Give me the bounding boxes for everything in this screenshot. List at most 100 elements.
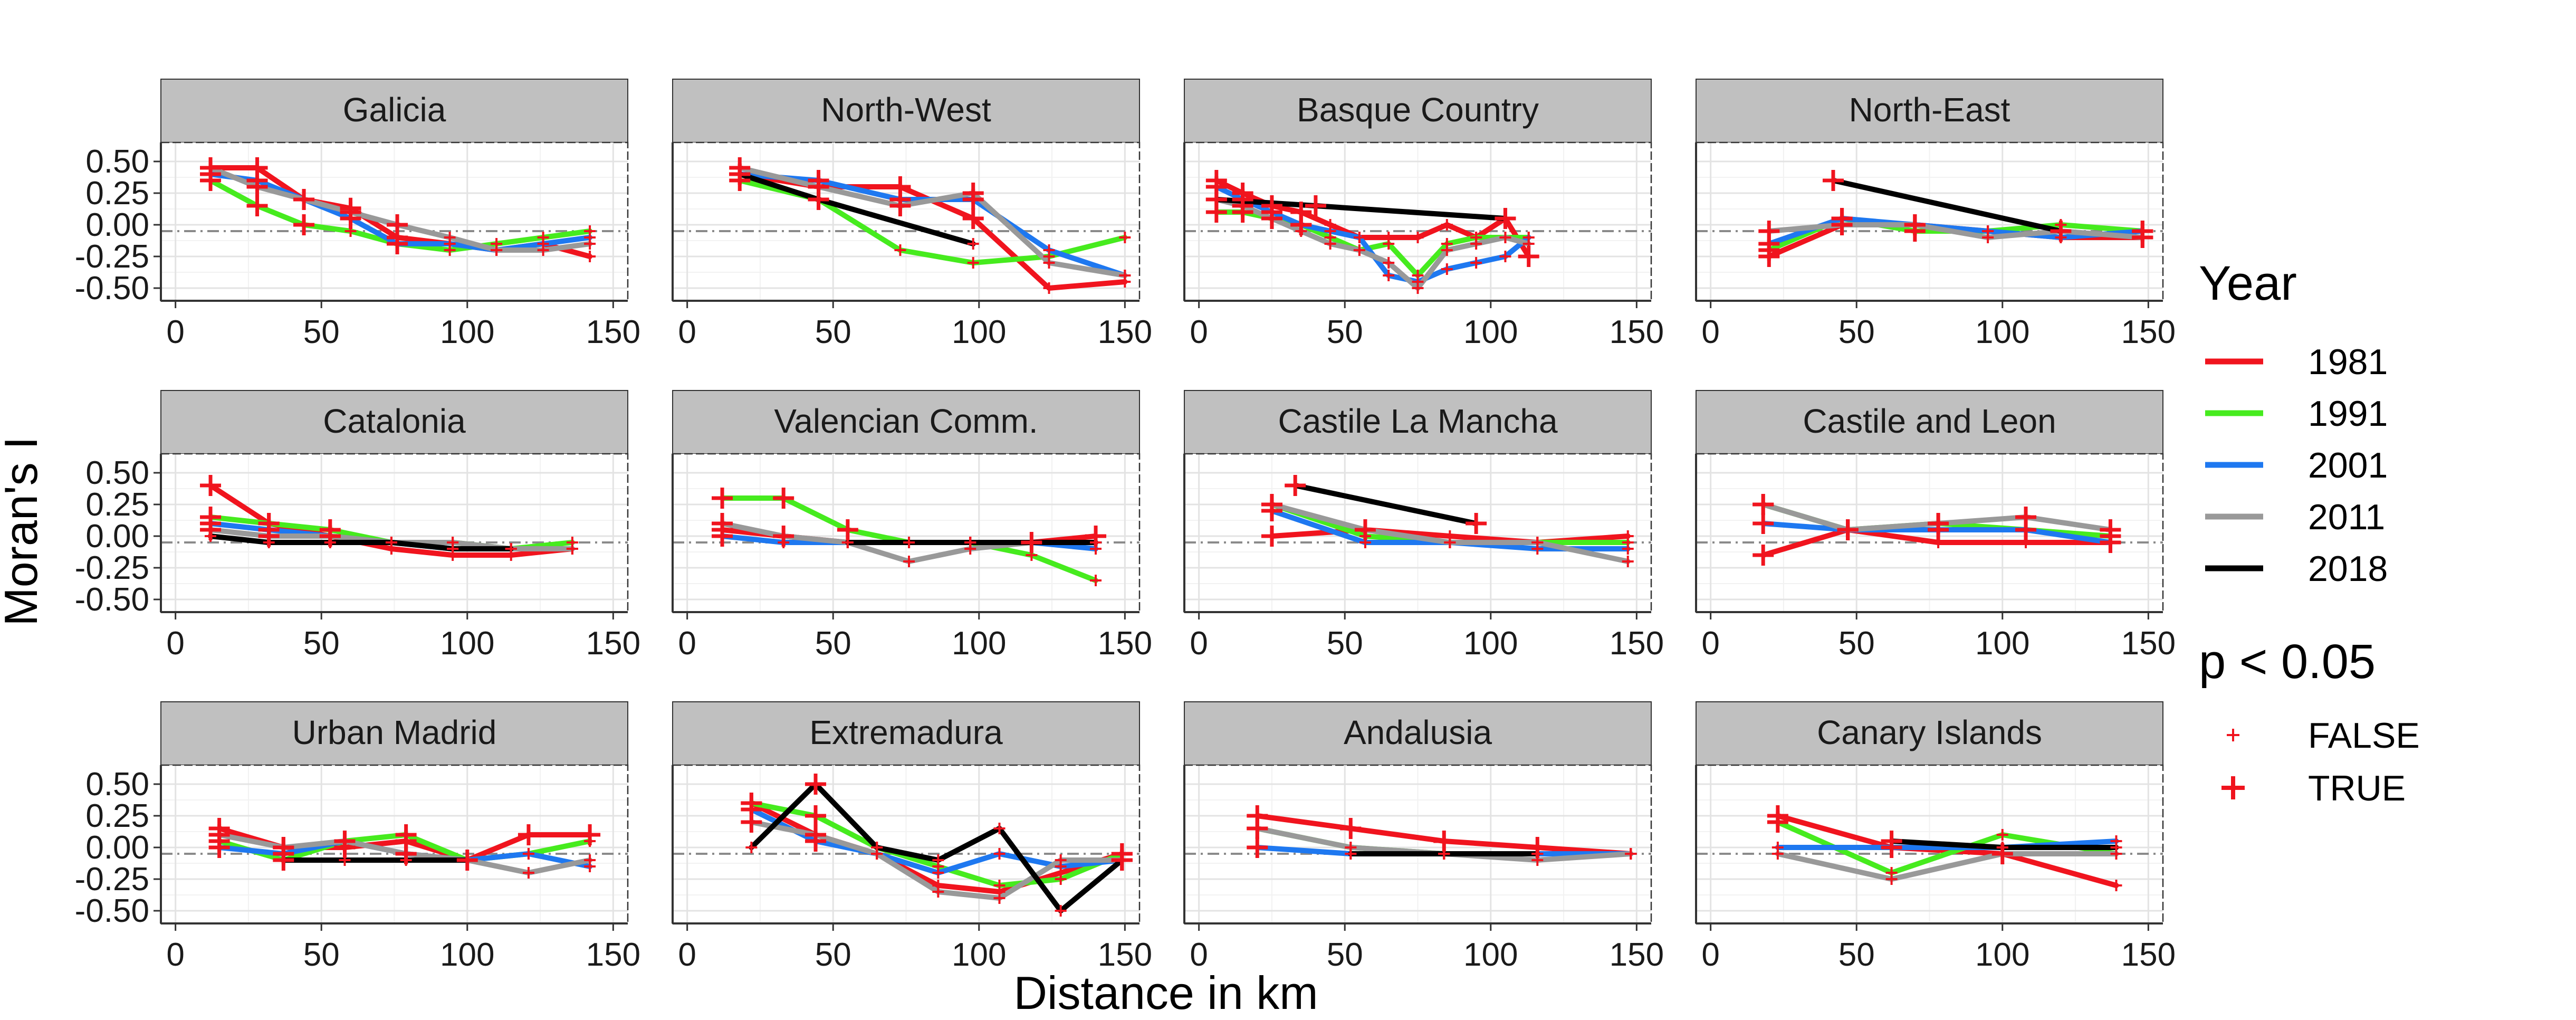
- x-tick-label: 50: [1838, 937, 1875, 973]
- x-tick-label: 100: [440, 625, 494, 662]
- x-tick-label: 150: [2121, 314, 2176, 350]
- series-line-2001: [1766, 216, 2146, 246]
- legend-item-2011: 2011: [2205, 497, 2385, 537]
- legend-label: TRUE: [2308, 768, 2406, 808]
- legend-label: 1991: [2308, 394, 2388, 434]
- x-tick-label: 0: [166, 314, 184, 350]
- y-tick-label: 0.50: [85, 455, 149, 491]
- series-line-2011: [737, 165, 1128, 278]
- x-tick-label: 150: [1610, 314, 1664, 350]
- legend: Year 1981 1991 2001 2011 2018 p < 0.05 FALSE…: [2199, 256, 2420, 808]
- legend-year-title: Year: [2199, 256, 2297, 310]
- legend-item-false: FALSE: [2227, 716, 2420, 756]
- panel-title: Extremadura: [809, 713, 1003, 751]
- significance-markers: [1205, 170, 1539, 294]
- significance-markers: [1261, 475, 1634, 567]
- significance-markers: [200, 475, 578, 561]
- x-tick-label: 50: [815, 314, 851, 350]
- x-tick-label: 0: [166, 625, 184, 662]
- x-tick-label: 100: [952, 314, 1006, 350]
- y-tick-label: 0.50: [85, 144, 149, 180]
- series-line-2018: [1292, 483, 1479, 526]
- panel-north-east: North-East 0 50 100 150: [1695, 79, 2176, 350]
- x-axis-title: Distance in km: [1013, 967, 1318, 1019]
- panel-title: Canary Islands: [1817, 713, 2042, 751]
- panel-title: Catalonia: [323, 402, 466, 440]
- panel-canary-islands: Canary Islands 0 50 100 150: [1695, 701, 2176, 973]
- x-tick-label: 100: [1463, 625, 1518, 662]
- panel-frame: [1183, 453, 1652, 613]
- panel-title: Valencian Comm.: [774, 402, 1038, 440]
- legend-item-2001: 2001: [2205, 445, 2388, 485]
- legend-label: 2011: [2308, 497, 2385, 537]
- x-tick-label: 150: [1610, 937, 1664, 973]
- legend-item-true: TRUE: [2221, 768, 2406, 808]
- x-tick-label: 150: [1098, 314, 1152, 350]
- x-tick-label: 0: [678, 937, 696, 973]
- panel-title: Andalusia: [1344, 713, 1492, 751]
- panel-strip: [1184, 79, 1652, 143]
- series-line-2001: [1775, 838, 2119, 850]
- x-tick-label: 100: [1975, 625, 2029, 662]
- y-tick-label: 0.00: [85, 518, 149, 555]
- legend-label: 2001: [2308, 445, 2388, 485]
- panel-frame: [672, 453, 1141, 613]
- x-tick-label: 100: [440, 937, 494, 973]
- x-tick-label: 100: [1463, 314, 1518, 350]
- panel-catalonia: Catalonia 0 50 100 150 0.500.250.00-0.25-0.50: [75, 390, 640, 662]
- panel-frame: [672, 764, 1141, 924]
- x-tick-label: 100: [952, 625, 1006, 662]
- x-tick-label: 150: [1098, 937, 1152, 973]
- panel-title: Castile and Leon: [1803, 402, 2056, 440]
- x-tick-label: 50: [1327, 625, 1363, 662]
- x-tick-label: 0: [1190, 625, 1208, 662]
- series-line-1981: [1775, 813, 2119, 888]
- panel-andalusia: Andalusia 0 50 100 150: [1183, 701, 1664, 973]
- panel-strip: [1696, 79, 2163, 143]
- y-tick-label: -0.50: [75, 893, 149, 929]
- series-line-2011: [1775, 851, 2119, 882]
- y-axis-title: Moran's I: [0, 436, 47, 626]
- panel-frame: [1183, 764, 1652, 924]
- x-tick-label: 100: [1975, 314, 2029, 350]
- x-tick-label: 50: [815, 937, 851, 973]
- x-tick-label: 150: [586, 625, 640, 662]
- panel-extremadura: Extremadura 0 50 100 150: [672, 701, 1152, 973]
- panel-title: Urban Madrid: [292, 713, 497, 751]
- panel-strip: [672, 79, 1140, 143]
- panel-strip: [160, 390, 628, 454]
- significance-markers: [200, 157, 596, 262]
- panel-strip: [672, 390, 1140, 454]
- x-tick-label: 50: [303, 314, 340, 350]
- panel-strip: [672, 701, 1140, 766]
- y-tick-label: -0.25: [75, 861, 149, 898]
- legend-label: 2018: [2308, 549, 2388, 589]
- panel-galicia: Galicia 0 50 100 150 0.500.250.00-0.25-0.50: [75, 79, 640, 350]
- significance-markers: [208, 818, 601, 879]
- significance-markers: [729, 157, 1131, 294]
- x-tick-label: 150: [586, 314, 640, 350]
- significance-markers: [712, 488, 1107, 586]
- legend-significance-items: FALSE TRUE: [2221, 716, 2420, 808]
- y-tick-label: -0.25: [75, 550, 149, 586]
- x-tick-label: 150: [1098, 625, 1152, 662]
- series-line-2018: [208, 533, 514, 551]
- panel-strip: [160, 79, 628, 143]
- y-tick-label: -0.50: [75, 270, 149, 307]
- panel-frame: [1183, 141, 1652, 302]
- significance-markers: [1758, 170, 2153, 267]
- x-tick-label: 0: [1190, 314, 1208, 350]
- series-line-2011: [1766, 222, 2146, 240]
- x-tick-label: 50: [815, 625, 851, 662]
- panel-title: Castile La Mancha: [1278, 402, 1557, 440]
- panel-strip: [1184, 390, 1652, 454]
- y-tick-label: 0.25: [85, 798, 149, 834]
- y-tick-label: 0.25: [85, 175, 149, 212]
- legend-label: FALSE: [2308, 716, 2420, 756]
- x-tick-label: 50: [303, 937, 340, 973]
- series-line-2018: [1831, 178, 2064, 234]
- panel-frame: [160, 141, 629, 302]
- x-tick-label: 50: [1327, 314, 1363, 350]
- x-tick-label: 0: [1701, 625, 1719, 662]
